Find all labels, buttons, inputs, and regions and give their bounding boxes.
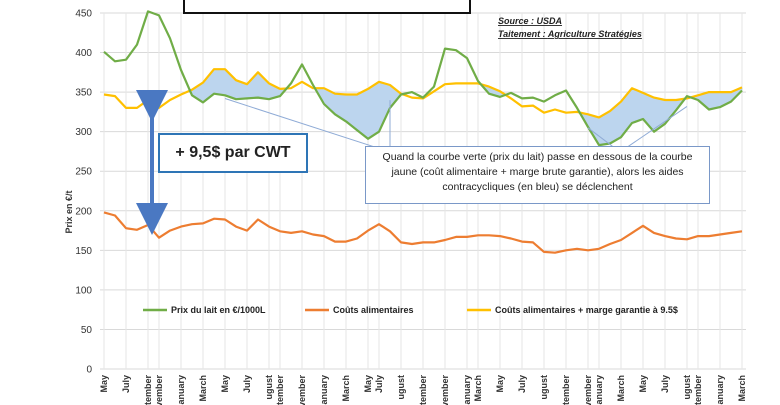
x-tick-label: tember	[561, 375, 571, 405]
x-tick-label: tember	[693, 375, 703, 405]
x-tick-label: ugust	[539, 375, 549, 400]
milk-price-line	[103, 10, 743, 147]
x-tick-label: tember	[143, 375, 153, 405]
y-tick-100: 100	[75, 285, 92, 296]
x-tick-label: tember	[275, 375, 285, 405]
treatment-text: Taitement : Agriculture Stratégies	[498, 29, 642, 39]
y-tick-300: 300	[75, 127, 92, 138]
y-axis-label: Prix en €/t	[64, 190, 74, 233]
x-tick-label: ugust	[264, 375, 274, 400]
premium-label: + 9,5$ par CWT	[158, 133, 308, 173]
x-tick-label: March	[341, 375, 351, 402]
source-text: Source : USDA	[498, 16, 562, 26]
legend: Prix du lait en €/1000L Coûts alimentaire…	[143, 305, 678, 315]
y-tick-400: 400	[75, 48, 92, 59]
x-tick-label: July	[517, 375, 527, 393]
callout-text: Quand la courbe verte (prix du lait) pas…	[365, 146, 710, 204]
x-tick-label: anuary	[319, 375, 329, 405]
x-tick-label: anuary	[462, 375, 472, 405]
y-tick-200: 200	[75, 206, 92, 217]
y-tick-450: 450	[75, 9, 92, 20]
x-tick-label: tember	[418, 375, 428, 405]
x-tick-label: vember	[583, 375, 593, 405]
legend-feed-cost-margin: Coûts alimentaires + marge garantie à 9.…	[495, 305, 678, 315]
x-tick-label: January	[176, 375, 186, 405]
series-lines	[103, 10, 743, 254]
x-tick-label: ugust	[396, 375, 406, 400]
x-tick-label: March	[198, 375, 208, 402]
x-tick-label: anuary	[594, 375, 604, 405]
x-tick-label: March	[616, 375, 626, 402]
legend-milk-price: Prix du lait en €/1000L	[171, 305, 266, 315]
x-tick-label: May	[638, 375, 648, 393]
feed-cost-line	[103, 211, 743, 254]
x-tick-label: July	[242, 375, 252, 393]
x-tick-label: ugust	[682, 375, 692, 400]
x-tick-label: vember	[440, 375, 450, 405]
x-tick-label: July	[121, 375, 131, 393]
y-tick-350: 350	[75, 88, 92, 99]
x-tick-label: vember	[154, 375, 164, 405]
x-tick-label: May	[495, 375, 505, 393]
x-tick-label: vember	[297, 375, 307, 405]
y-tick-0: 0	[86, 365, 92, 376]
x-tick-label: anuary	[715, 375, 725, 405]
x-tick-label: March	[737, 375, 747, 402]
title-box	[183, 0, 471, 14]
x-tick-label: March	[473, 375, 483, 402]
x-tick-label: May	[220, 375, 230, 393]
legend-feed-cost: Coûts alimentaires	[333, 305, 414, 315]
callout-pointer	[224, 98, 391, 153]
x-tick-label: May	[363, 375, 373, 393]
x-tick-label: July	[374, 375, 384, 393]
y-tick-150: 150	[75, 246, 92, 257]
annotation-arrows	[136, 90, 688, 236]
x-tick-label: July	[660, 375, 670, 393]
y-tick-250: 250	[75, 167, 92, 178]
y-tick-50: 50	[81, 325, 93, 336]
x-tick-label: May	[99, 375, 109, 393]
callout-pointer	[619, 106, 688, 153]
